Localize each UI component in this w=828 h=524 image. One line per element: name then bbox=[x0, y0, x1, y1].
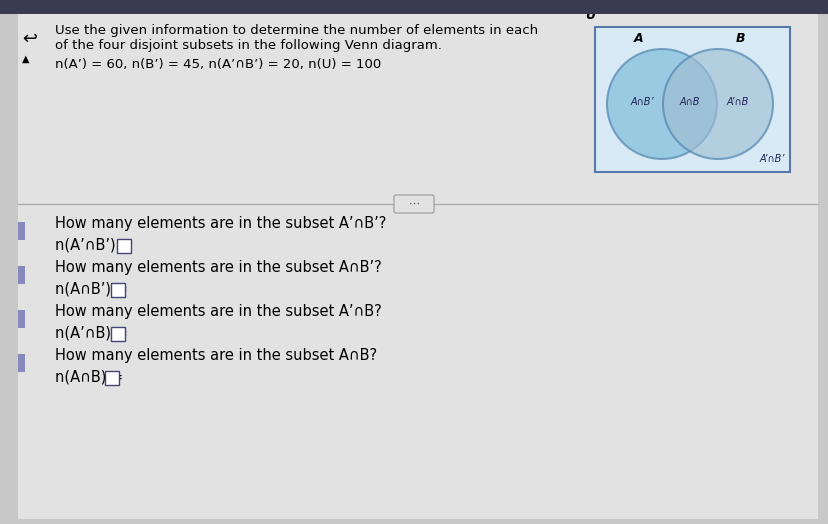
Text: n(A’∩B’) =: n(A’∩B’) = bbox=[55, 238, 132, 253]
Text: How many elements are in the subset A∩B’?: How many elements are in the subset A∩B’… bbox=[55, 260, 381, 275]
Bar bbox=[111, 327, 125, 341]
Text: ⋯: ⋯ bbox=[408, 199, 419, 209]
Bar bbox=[111, 283, 125, 297]
Bar bbox=[0, 0, 828, 14]
Text: n(A’) = 60, n(B’) = 45, n(A’∩B’) = 20, n(U) = 100: n(A’) = 60, n(B’) = 45, n(A’∩B’) = 20, n… bbox=[55, 58, 381, 71]
Text: U: U bbox=[585, 9, 595, 22]
Text: A: A bbox=[633, 32, 643, 45]
Text: n(A∩B’) =: n(A∩B’) = bbox=[55, 282, 128, 297]
Text: ↩: ↩ bbox=[22, 30, 37, 48]
Text: How many elements are in the subset A’∩B’?: How many elements are in the subset A’∩B… bbox=[55, 216, 386, 231]
Text: How many elements are in the subset A’∩B?: How many elements are in the subset A’∩B… bbox=[55, 304, 381, 319]
Bar bbox=[105, 371, 119, 385]
Bar bbox=[18, 354, 25, 372]
Text: n(A’∩B) =: n(A’∩B) = bbox=[55, 326, 128, 341]
Bar bbox=[18, 310, 25, 328]
Circle shape bbox=[606, 49, 716, 159]
Circle shape bbox=[662, 49, 772, 159]
FancyBboxPatch shape bbox=[393, 195, 434, 213]
Text: How many elements are in the subset A∩B?: How many elements are in the subset A∩B? bbox=[55, 348, 377, 363]
Text: Use the given information to determine the number of elements in each: Use the given information to determine t… bbox=[55, 24, 537, 37]
Text: B: B bbox=[735, 32, 744, 45]
Text: n(A∩B) =: n(A∩B) = bbox=[55, 370, 123, 385]
Bar bbox=[18, 266, 25, 284]
Bar bbox=[117, 239, 131, 253]
Bar bbox=[595, 27, 789, 172]
Text: of the four disjoint subsets in the following Venn diagram.: of the four disjoint subsets in the foll… bbox=[55, 39, 441, 52]
Text: ▲: ▲ bbox=[22, 54, 30, 64]
Text: A∩B’: A∩B’ bbox=[629, 97, 653, 107]
Bar bbox=[18, 222, 25, 240]
Text: A∩B: A∩B bbox=[679, 97, 700, 107]
Text: A’∩B’: A’∩B’ bbox=[758, 154, 784, 164]
Text: A’∩B: A’∩B bbox=[726, 97, 749, 107]
